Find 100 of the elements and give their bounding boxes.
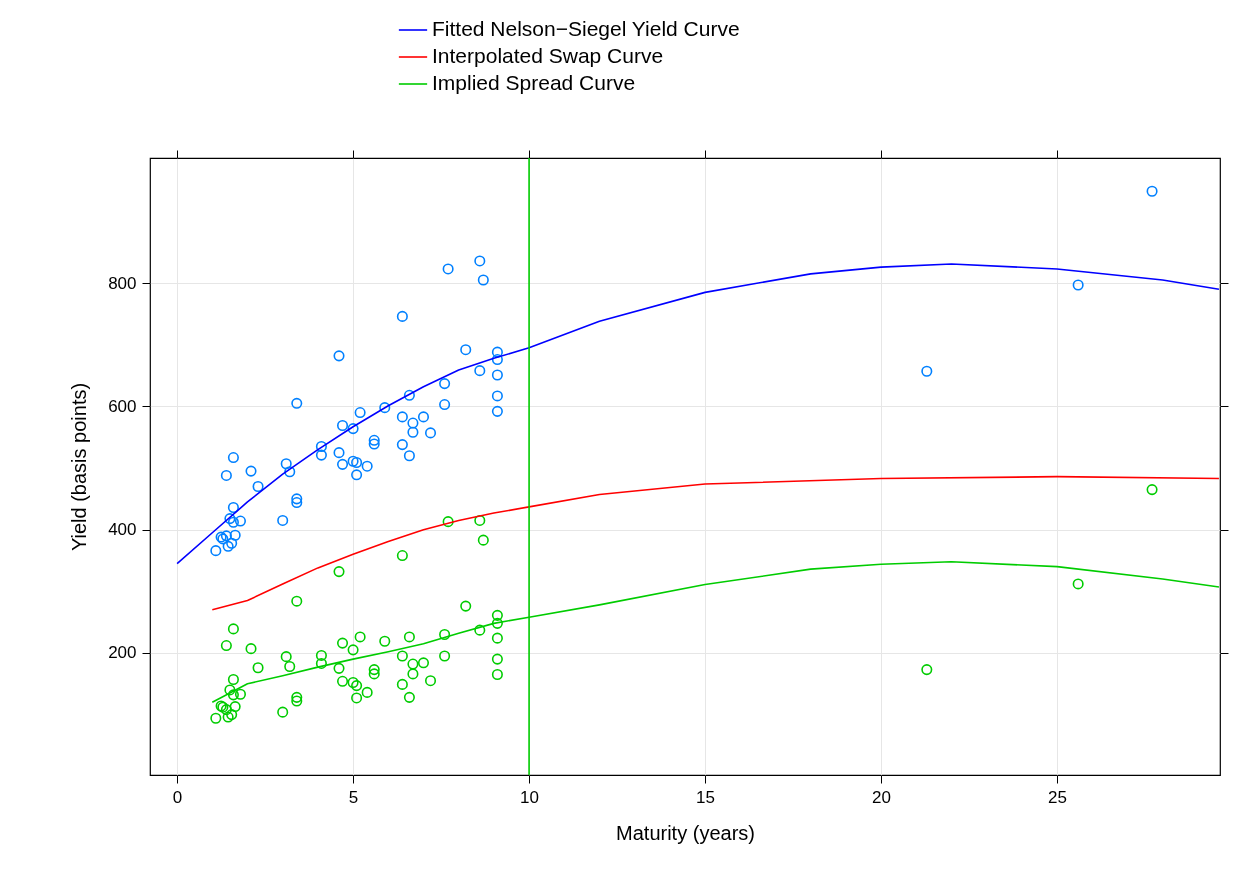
point [245,643,257,655]
x-axis-title: Maturity (years) [616,821,755,844]
point [491,369,503,381]
line-series [211,475,1220,611]
point [284,466,296,478]
point [491,617,503,629]
point [361,460,373,472]
point [460,600,472,612]
point [491,609,503,621]
point [368,668,380,680]
point [396,411,408,423]
point [474,624,486,636]
point [229,701,241,713]
point [336,637,349,649]
point [396,550,408,562]
point [227,452,239,464]
point [351,456,363,469]
point [439,650,451,662]
point [333,447,345,459]
point [220,640,232,652]
x-tick-label: 25 [1048,787,1067,807]
y-tick-label: 200 [108,643,137,663]
point [460,344,472,356]
point [396,439,408,451]
point [396,678,408,690]
point [921,365,933,377]
point [220,469,232,481]
point [315,657,327,669]
point [347,455,359,467]
point [439,378,451,390]
point [442,516,454,528]
y-tick-label: 600 [108,396,137,416]
point [284,660,296,673]
point [477,534,489,546]
point [234,515,246,527]
point [477,274,489,286]
point [226,537,238,549]
y-axis-title: Yield (basis points) [68,382,91,552]
point [407,668,419,680]
point [407,426,419,438]
point [439,628,451,640]
point [403,631,415,643]
point [227,623,239,635]
point [347,423,359,435]
point [229,529,241,541]
point [407,417,419,429]
point [291,595,303,607]
point [224,684,236,696]
point [1146,185,1158,197]
point [291,695,303,707]
point [491,632,503,644]
point [417,657,430,669]
point [315,440,327,452]
point [351,692,363,704]
point [277,706,289,718]
point [315,449,327,461]
point [474,514,486,526]
point [291,691,303,703]
y-tick-label: 800 [108,273,137,293]
legend-label: Fitted Nelson−Siegel Yield Curve [432,17,740,40]
y-tick-label: 400 [108,520,137,540]
point [474,255,486,267]
point [1072,279,1084,291]
point [336,675,349,687]
point [921,664,933,676]
point [252,481,264,493]
point [424,427,437,439]
point [336,419,349,432]
point [210,545,222,557]
x-tick-label: 20 [872,787,892,807]
point [234,688,246,700]
point [280,458,292,470]
point [379,402,391,414]
point [1072,578,1084,590]
point [333,566,345,578]
point [336,458,349,470]
point [354,631,366,643]
point [396,310,408,322]
point [417,411,430,423]
point [491,653,503,665]
point [280,651,292,663]
point [491,405,503,417]
point [252,662,264,674]
point [245,465,257,477]
point [379,635,391,647]
point [491,669,503,681]
point [291,497,303,509]
point [347,677,359,689]
legend-label: Implied Spread Curve [432,71,636,94]
point [222,540,234,552]
point [368,664,380,676]
point [354,407,366,419]
point [291,397,303,409]
point [333,662,345,674]
x-tick-label: 0 [172,787,183,807]
point [368,434,380,446]
point [227,689,239,701]
point [351,469,363,481]
x-tick-label: 10 [520,787,540,807]
x-tick-label: 5 [348,787,359,807]
